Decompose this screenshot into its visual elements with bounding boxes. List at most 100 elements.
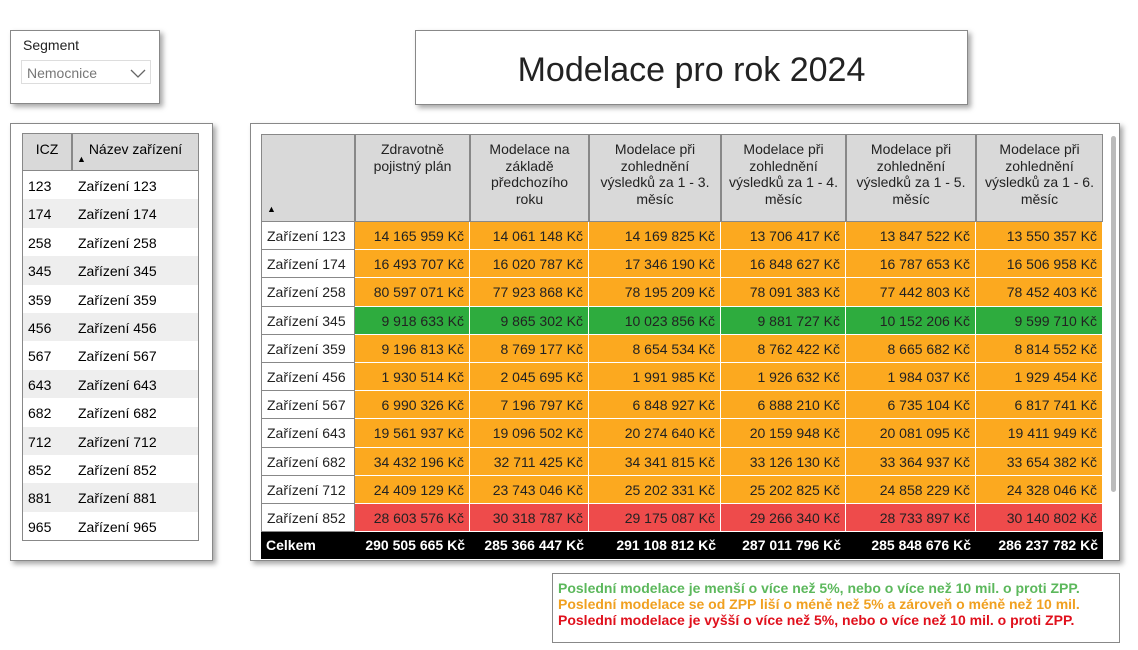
facility-row[interactable]: 123 Zařízení 123 (22, 171, 199, 200)
column-header[interactable]: Zdravotně pojistný plán (355, 134, 470, 222)
corner-header[interactable] (261, 134, 355, 222)
name-cell: Zařízení 881 (78, 490, 157, 507)
icz-cell: 456 (28, 320, 52, 336)
value-cell: 1 984 037 Kč (846, 363, 976, 392)
value-cell: 8 814 552 Kč (976, 334, 1103, 363)
value-cell: 77 442 803 Kč (846, 278, 976, 307)
row-name: Zařízení 258 (261, 278, 355, 307)
value-cell: 16 848 627 Kč (721, 250, 846, 279)
value-cell: 29 175 087 Kč (589, 504, 721, 533)
segment-slicer: Segment Nemocnice (10, 30, 160, 104)
column-header[interactable]: Modelace na základě předchozího roku (470, 134, 589, 222)
value-cell: 33 364 937 Kč (846, 447, 976, 476)
value-cell: 9 599 710 Kč (976, 306, 1103, 335)
icz-cell: 345 (28, 263, 52, 280)
value-cell: 16 020 787 Kč (470, 250, 589, 279)
icz-cell: 682 (28, 405, 52, 422)
total-cell: 291 108 812 Kč (589, 532, 721, 560)
facility-row[interactable]: 174 Zařízení 174 (22, 199, 199, 228)
column-header[interactable]: ICZ (22, 133, 72, 171)
total-cell: 286 237 782 Kč (976, 532, 1103, 560)
dropdown-value: Nemocnice (27, 65, 98, 81)
slicer-label: Segment (23, 37, 80, 53)
value-cell: 30 140 802 Kč (976, 504, 1103, 533)
page-title: Modelace pro rok 2024 (517, 51, 866, 89)
row-name: Zařízení 345 (261, 306, 355, 335)
row-name: Zařízení 567 (261, 391, 355, 420)
value-cell: 77 923 868 Kč (470, 278, 589, 307)
value-cell: 1 926 632 Kč (721, 363, 846, 392)
value-cell: 7 196 797 Kč (470, 391, 589, 420)
value-cell: 9 918 633 Kč (355, 306, 470, 335)
total-cell: 290 505 665 Kč (355, 532, 470, 560)
icz-cell: 712 (28, 433, 52, 450)
value-cell: 14 061 148 Kč (470, 222, 589, 251)
value-cell: 9 865 302 Kč (470, 306, 589, 335)
facility-row[interactable]: 881 Zařízení 881 (22, 483, 199, 512)
column-header[interactable]: Modelace při zohlednění výsledků za 1 - … (589, 134, 721, 222)
row-name: Zařízení 852 (261, 504, 355, 533)
row-name: Zařízení 643 (261, 419, 355, 448)
facility-row[interactable]: 712 Zařízení 712 (22, 426, 199, 455)
facility-row[interactable]: 567 Zařízení 567 (22, 341, 199, 370)
facility-row[interactable]: 965 Zařízení 965 (22, 511, 199, 541)
name-cell: Zařízení 682 (78, 405, 157, 422)
legend-box: Poslední modelace je menší o více než 5%… (552, 573, 1120, 643)
value-cell: 1 929 454 Kč (976, 363, 1103, 392)
facility-row[interactable]: 456 Zařízení 456 (22, 313, 199, 342)
value-cell: 17 346 190 Kč (589, 250, 721, 279)
name-cell: Zařízení 643 (78, 376, 157, 393)
column-header[interactable]: Modelace při zohlednění výsledků za 1 - … (721, 134, 846, 222)
value-cell: 13 706 417 Kč (721, 222, 846, 251)
value-cell: 80 597 071 Kč (355, 278, 470, 307)
column-header[interactable]: Název zařízení ▲ (72, 133, 199, 171)
row-name: Zařízení 682 (261, 447, 355, 476)
value-cell: 10 023 856 Kč (589, 306, 721, 335)
value-cell: 10 152 206 Kč (846, 306, 976, 335)
value-cell: 13 847 522 Kč (846, 222, 976, 251)
value-cell: 24 858 229 Kč (846, 475, 976, 504)
name-cell: Zařízení 123 (78, 178, 157, 194)
facility-row[interactable]: 852 Zařízení 852 (22, 455, 199, 484)
value-cell: 25 202 825 Kč (721, 475, 846, 504)
value-cell: 9 881 727 Kč (721, 306, 846, 335)
total-label: Celkem (261, 532, 355, 560)
value-cell: 29 266 340 Kč (721, 504, 846, 533)
dropdown[interactable]: Nemocnice (21, 60, 151, 84)
scrollbar[interactable] (1111, 136, 1116, 492)
value-cell: 1 930 514 Kč (355, 363, 470, 392)
row-name: Zařízení 456 (261, 363, 355, 392)
facility-row[interactable]: 359 Zařízení 359 (22, 284, 199, 313)
title-box: Modelace pro rok 2024 (415, 30, 968, 105)
value-cell: 14 165 959 Kč (355, 222, 470, 251)
facility-row[interactable]: 258 Zařízení 258 (22, 227, 199, 257)
value-cell: 78 452 403 Kč (976, 278, 1103, 307)
column-header[interactable]: Modelace při zohlednění výsledků za 1 - … (976, 134, 1103, 222)
facility-row[interactable]: 643 Zařízení 643 (22, 369, 199, 399)
icz-cell: 123 (28, 178, 52, 194)
icz-cell: 881 (28, 490, 52, 507)
value-cell: 20 274 640 Kč (589, 419, 721, 448)
name-cell: Zařízení 852 (78, 462, 157, 478)
value-cell: 32 711 425 Kč (470, 447, 589, 476)
value-cell: 6 990 326 Kč (355, 391, 470, 420)
value-cell: 1 991 985 Kč (589, 363, 721, 392)
value-cell: 9 196 813 Kč (355, 334, 470, 363)
value-cell: 16 506 958 Kč (976, 250, 1103, 279)
value-cell: 24 409 129 Kč (355, 475, 470, 504)
facility-row[interactable]: 345 Zařízení 345 (22, 256, 199, 285)
facility-row[interactable]: 682 Zařízení 682 (22, 398, 199, 427)
row-name: Zařízení 123 (261, 222, 355, 251)
value-cell: 8 769 177 Kč (470, 334, 589, 363)
row-name: Zařízení 174 (261, 250, 355, 279)
sort-arrow: ▲ (267, 204, 276, 214)
value-cell: 8 654 534 Kč (589, 334, 721, 363)
value-cell: 19 561 937 Kč (355, 419, 470, 448)
legend-line: Poslední modelace je vyšší o více než 5%… (558, 612, 1075, 628)
value-cell: 78 195 209 Kč (589, 278, 721, 307)
sort-arrow: ▲ (77, 154, 86, 164)
value-cell: 14 169 825 Kč (589, 222, 721, 251)
column-header[interactable]: Modelace při zohlednění výsledků za 1 - … (846, 134, 976, 222)
value-cell: 24 328 046 Kč (976, 475, 1103, 504)
